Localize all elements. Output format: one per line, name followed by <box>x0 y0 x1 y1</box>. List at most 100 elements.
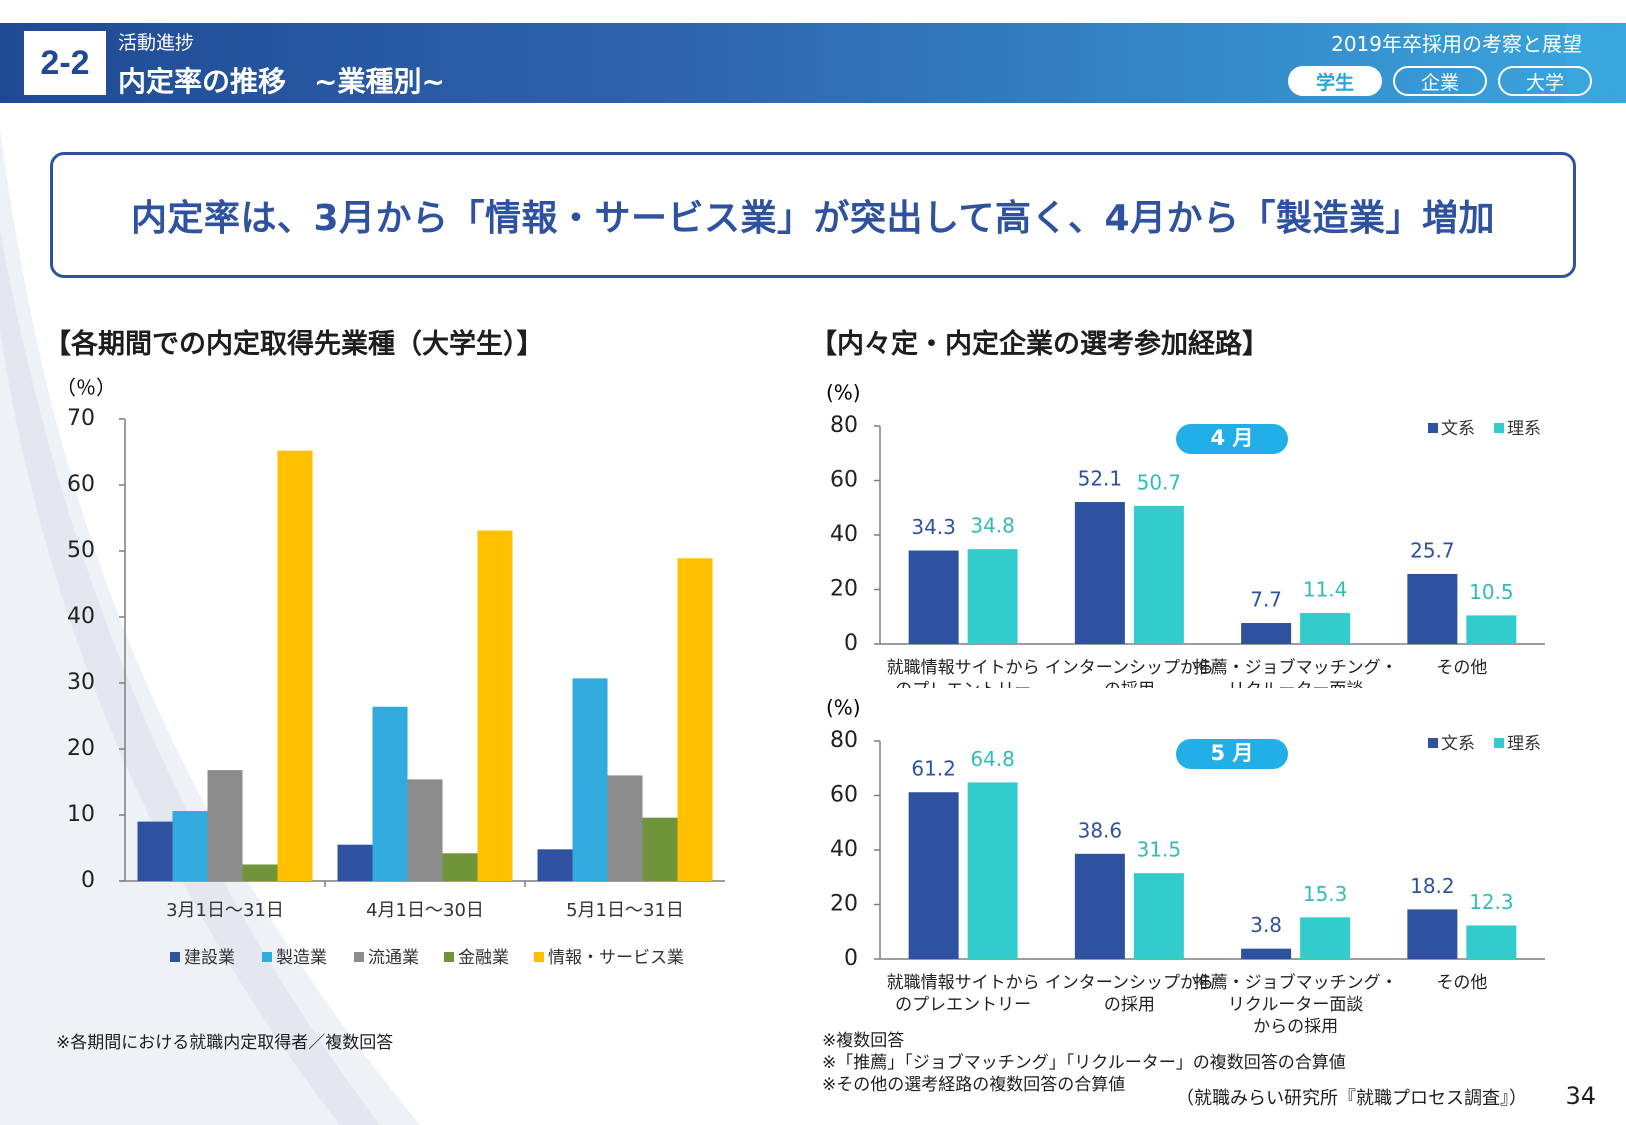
data-label: 52.1 <box>1078 467 1123 491</box>
x-category-label: 5月1日～31日 <box>566 900 684 921</box>
y-tick-label: 30 <box>67 670 95 695</box>
legend-swatch <box>1494 423 1504 433</box>
x-category-label: 4月1日～30日 <box>366 900 484 921</box>
x-category-label: のプレエントリー <box>895 995 1031 1015</box>
bar-2 <box>172 811 208 881</box>
bar-文系 <box>1407 909 1458 959</box>
legend-label: 理系 <box>1507 419 1541 439</box>
data-label: 10.5 <box>1469 580 1514 604</box>
bar-理系 <box>1466 925 1517 959</box>
tab-student[interactable]: 学生 <box>1288 66 1382 96</box>
x-category-label: 推薦・ジョブマッチング・ <box>1194 657 1398 678</box>
bar-2 <box>572 678 608 881</box>
may-month-label: 5 月 <box>1211 741 1254 765</box>
may-month-pill <box>1176 739 1288 769</box>
legend-swatch <box>1428 423 1438 433</box>
bar-4 <box>442 853 478 881</box>
y-tick-label: 40 <box>830 837 858 862</box>
bar-1 <box>337 844 373 881</box>
data-label: 34.8 <box>970 514 1015 538</box>
bar-理系 <box>967 549 1018 644</box>
legend-label: 建設業 <box>184 948 235 968</box>
bar-理系 <box>967 782 1018 959</box>
bar-理系 <box>1133 505 1184 644</box>
page-number: 34 <box>1565 1082 1596 1110</box>
tab-university[interactable]: 大学 <box>1498 66 1592 96</box>
data-label: 11.4 <box>1303 577 1348 601</box>
y-tick-label: 20 <box>67 736 95 761</box>
data-label: 7.7 <box>1250 588 1282 612</box>
may-route-chart: (%) 0 20 40 60 80 5 月 文系 理系就職情報サイトからのプレエントリーインター… <box>826 696 1545 1033</box>
legend-swatch <box>170 952 180 962</box>
source-citation: （就職みらい研究所『就職プロセス調査』） <box>1176 1088 1527 1109</box>
bar-文系 <box>1241 623 1292 644</box>
x-category-label: 3月1日～31日 <box>166 900 284 921</box>
tab-company[interactable]: 企業 <box>1393 66 1487 96</box>
section-subtitle: 活動進捗 <box>118 32 195 54</box>
bar-1 <box>537 849 573 881</box>
legend-swatch <box>534 952 544 962</box>
data-label: 64.8 <box>970 747 1015 771</box>
legend-label: 金融業 <box>458 948 509 968</box>
legend-label: 情報・サービス業 <box>548 948 684 968</box>
data-label: 18.2 <box>1410 874 1455 898</box>
bar-2 <box>372 706 408 881</box>
x-category-label: リクルーター面談 <box>1228 995 1364 1015</box>
x-category-label: インターンシップから <box>1045 658 1214 678</box>
data-label: 3.8 <box>1250 913 1282 937</box>
section-title: 内定率の推移 ~業種別~ <box>118 65 445 98</box>
right-note-2: ※「推薦」「ジョブマッチング」「リクルーター」の複数回答の合算値 <box>822 1053 1346 1073</box>
data-label: 15.3 <box>1303 882 1348 906</box>
legend-label: 文系 <box>1441 419 1475 439</box>
legend-swatch <box>354 952 364 962</box>
y-axis-unit: (%) <box>826 381 861 405</box>
data-label: 61.2 <box>911 757 956 781</box>
april-month-label: 4 月 <box>1211 426 1254 450</box>
x-category-label: のプレエントリー <box>895 680 1031 688</box>
x-category-label: 就職情報サイトから <box>887 973 1040 993</box>
headline-box: 内定率は、3月から「情報・サービス業」が突出して高く、4月から「製造業」増加 <box>50 152 1576 278</box>
legend-label: 文系 <box>1441 734 1475 754</box>
bar-5 <box>677 558 713 881</box>
legend-label: 製造業 <box>276 948 327 968</box>
left-note: ※各期間における就職内定取得者／複数回答 <box>56 1033 394 1053</box>
april-month-pill <box>1176 424 1288 454</box>
bar-理系 <box>1300 917 1351 959</box>
bar-文系 <box>1074 853 1125 959</box>
data-label: 12.3 <box>1469 890 1514 914</box>
bar-文系 <box>1241 948 1292 959</box>
legend-swatch <box>444 952 454 962</box>
bar-5 <box>277 450 313 881</box>
data-label: 31.5 <box>1137 838 1182 862</box>
bar-5 <box>477 530 513 881</box>
x-category-label: インターンシップから <box>1045 973 1214 993</box>
bar-文系 <box>908 792 959 959</box>
y-tick-label: 70 <box>67 406 95 431</box>
y-tick-label: 0 <box>844 631 858 656</box>
legend-swatch <box>1494 738 1504 748</box>
data-label: 25.7 <box>1410 538 1455 562</box>
bar-1 <box>137 821 173 881</box>
y-tick-label: 10 <box>67 802 95 827</box>
data-label: 50.7 <box>1137 470 1182 494</box>
y-tick-label: 20 <box>830 892 858 917</box>
x-category-label: からの採用 <box>1253 1017 1338 1033</box>
x-category-label: その他 <box>1436 973 1487 993</box>
x-category-label: リクルーター面談 <box>1228 680 1364 688</box>
bar-文系 <box>1407 573 1458 644</box>
left-chart-title: 【各期間での内定取得先業種（大学生）】 <box>44 329 544 360</box>
x-category-label: 就職情報サイトから <box>887 658 1040 678</box>
bar-理系 <box>1133 873 1184 959</box>
right-chart-title: 【内々定・内定企業の選考参加経路】 <box>810 329 1269 360</box>
bar-3 <box>407 779 443 881</box>
x-category-label: その他 <box>1436 658 1487 678</box>
y-tick-label: 20 <box>830 577 858 602</box>
y-tick-label: 80 <box>830 728 858 753</box>
bar-理系 <box>1300 612 1351 644</box>
x-category-label: の採用 <box>1104 680 1155 688</box>
y-tick-label: 80 <box>830 413 858 438</box>
y-axis-unit: （％） <box>56 376 116 400</box>
x-category-label: 推薦・ジョブマッチング・ <box>1194 972 1398 993</box>
